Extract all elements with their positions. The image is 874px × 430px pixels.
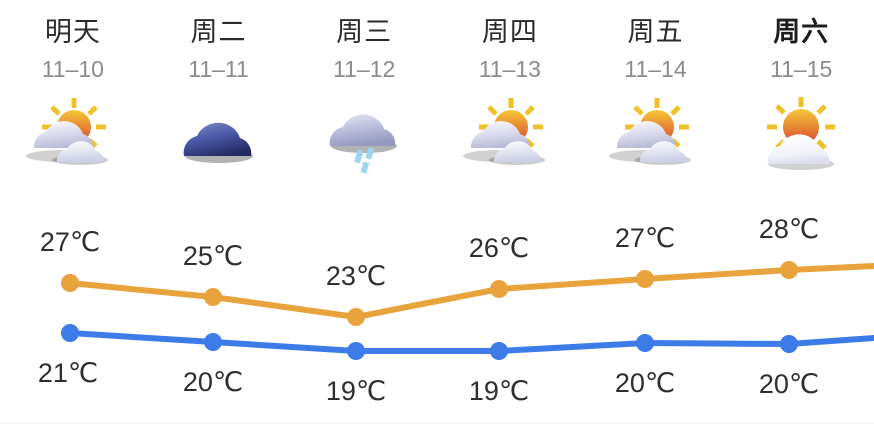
- forecast-days-row: 明天 11–10: [0, 0, 874, 200]
- day-date: 11–14: [624, 56, 687, 82]
- day-name: 周三: [336, 17, 393, 47]
- overcast-cloud-icon: [164, 94, 274, 174]
- day-date: 11–11: [188, 56, 249, 82]
- low-temperature-points: [61, 324, 798, 360]
- low-temperature-label: 20℃: [758, 369, 820, 399]
- day-date: 11–12: [333, 56, 396, 82]
- day-name: 周五: [627, 17, 684, 47]
- high-temperature-label: 23℃: [325, 261, 387, 291]
- sun-behind-cloud-icon: [18, 94, 128, 174]
- low-temperature-line: [67, 330, 874, 354]
- forecast-day-column[interactable]: 周二 11–11: [146, 0, 292, 200]
- low-temperature-label: 19℃: [468, 376, 530, 406]
- day-name: 周四: [481, 17, 538, 47]
- day-name: 周二: [190, 17, 247, 47]
- forecast-day-column[interactable]: 周五 11–14: [583, 0, 729, 200]
- forecast-day-column[interactable]: 周四 11–13: [437, 0, 583, 200]
- high-temperature-label: 26℃: [468, 233, 530, 263]
- low-temperature-label: 19℃: [325, 376, 387, 406]
- day-date: 11–10: [41, 56, 104, 82]
- high-temperature-line: [67, 263, 874, 320]
- day-date: 11–13: [478, 56, 541, 82]
- high-temperature-label: 25℃: [182, 241, 244, 271]
- forecast-day-column[interactable]: 周三 11–12: [291, 0, 437, 200]
- day-name: 明天: [44, 17, 101, 47]
- forecast-day-column[interactable]: 明天 11–10: [0, 0, 146, 200]
- high-temperature-label: 27℃: [39, 227, 101, 257]
- cloud-with-rain-icon: [309, 94, 419, 174]
- high-temperature-label: 28℃: [758, 214, 820, 244]
- day-date: 11–15: [770, 56, 833, 82]
- low-temperature-label: 20℃: [182, 367, 244, 397]
- sun-behind-small-cloud-icon: [746, 94, 856, 174]
- high-temperature-points: [61, 261, 798, 326]
- forecast-day-column[interactable]: 周六 11–15: [728, 0, 874, 200]
- bottom-divider: [0, 423, 874, 424]
- high-temperature-label: 27℃: [614, 223, 676, 253]
- temperature-chart: 27℃ 25℃ 23℃ 26℃ 27℃ 28℃ 21℃ 20℃ 19℃ 19℃ …: [0, 200, 874, 415]
- low-temperature-label: 20℃: [614, 368, 676, 398]
- sun-behind-cloud-icon: [455, 94, 565, 174]
- low-temperature-label: 21℃: [37, 358, 99, 388]
- sun-behind-cloud-icon: [601, 94, 711, 174]
- day-name: 周六: [773, 17, 830, 47]
